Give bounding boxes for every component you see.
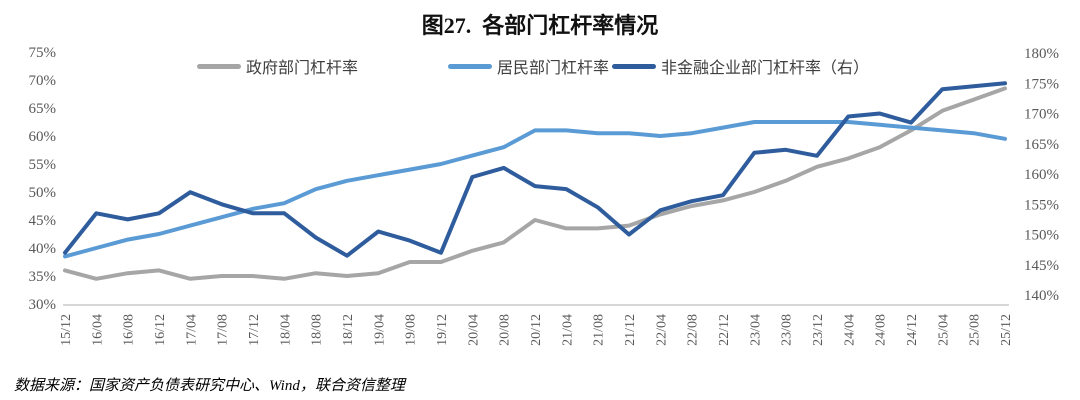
x-axis-tick: 16/12	[153, 314, 168, 346]
x-axis-tick: 22/12	[717, 314, 732, 346]
y-axis-right-tick: 170%	[1024, 107, 1059, 123]
x-axis-tick: 19/12	[435, 314, 450, 346]
y-axis-right-tick: 160%	[1024, 167, 1059, 183]
x-axis-tick: 17/08	[216, 314, 231, 346]
x-axis-tick: 18/12	[341, 314, 356, 346]
x-axis-tick: 25/08	[968, 314, 983, 346]
x-axis-tick: 23/12	[811, 314, 826, 346]
legend-swatch-household	[448, 63, 492, 69]
x-axis-tick: 19/04	[372, 314, 387, 346]
legend-swatch-government	[197, 63, 241, 69]
x-axis-tick: 18/08	[310, 314, 325, 346]
legend-label-household: 居民部门杠杆率	[497, 60, 610, 77]
y-axis-right-tick: 140%	[1024, 288, 1059, 304]
y-axis-left-tick: 50%	[29, 185, 57, 201]
series-line-nfc	[63, 81, 1007, 258]
series-line-household	[63, 120, 1007, 259]
y-axis-left-tick: 30%	[29, 297, 57, 313]
x-axis-tick: 16/08	[122, 314, 137, 346]
y-axis-left-tick: 60%	[29, 129, 57, 145]
y-axis-left-tick: 75%	[29, 45, 57, 61]
legend-label-nfc: 非金融企业部门杠杆率（右）	[661, 60, 870, 77]
x-axis-tick: 22/04	[654, 314, 669, 346]
y-axis-left-tick: 70%	[29, 73, 57, 89]
y-axis-left-tick: 45%	[29, 213, 57, 229]
x-axis-tick: 24/04	[842, 314, 857, 346]
y-axis-right-tick: 150%	[1024, 228, 1059, 244]
y-axis-left-tick: 35%	[29, 269, 57, 285]
legend-swatch-nfc	[612, 63, 656, 69]
line-chart-plot: 75% 70% 65% 60% 55% 50% 45% 40% 35% 30% 180% 175% 17…	[29, 45, 1060, 346]
x-axis-tick: 20/04	[466, 314, 481, 346]
chart-title: 图27. 各部门杠杆率情况	[421, 13, 659, 38]
x-axis-tick: 17/04	[184, 314, 199, 346]
x-axis-tick: 24/12	[905, 314, 920, 346]
y-axis-right-tick: 175%	[1024, 76, 1059, 92]
x-axis-tick: 23/08	[780, 314, 795, 346]
x-axis-tick: 23/04	[748, 314, 763, 346]
x-axis-tick: 21/12	[623, 314, 638, 346]
x-axis-tick: 20/12	[529, 314, 544, 346]
y-axis-left-tick: 55%	[29, 157, 57, 173]
x-axis-tick: 22/08	[686, 314, 701, 346]
x-axis-tick: 18/04	[278, 314, 293, 346]
legend-label-government: 政府部门杠杆率	[246, 60, 359, 77]
y-axis-left-tick: 65%	[29, 101, 57, 117]
legend: 政府部门杠杆率 居民部门杠杆率 非金融企业部门杠杆率（右）	[0, 56, 1080, 77]
x-axis-tick: 25/12	[999, 314, 1014, 346]
y-axis-right-tick: 145%	[1024, 258, 1059, 274]
series-line-government	[63, 86, 1007, 281]
x-axis-tick: 25/04	[936, 314, 951, 346]
x-axis-tick: 21/04	[560, 314, 575, 346]
y-axis-right-tick: 155%	[1024, 197, 1059, 213]
legend-item-nfc: 非金融企业部门杠杆率（右）	[612, 56, 870, 77]
source-note: 数据来源：国家资产负债表研究中心、Wind，联合资信整理	[14, 378, 405, 394]
y-axis-right-tick: 180%	[1024, 46, 1059, 62]
x-axis-tick: 21/08	[592, 314, 607, 346]
x-axis-tick: 20/08	[498, 314, 513, 346]
legend-item-household: 居民部门杠杆率	[448, 56, 610, 77]
x-axis-tick: 19/08	[404, 314, 419, 346]
x-axis-tick: 17/12	[247, 314, 262, 346]
x-axis-tick: 24/08	[874, 314, 889, 346]
x-axis-tick: 15/12	[59, 314, 74, 346]
legend-item-government: 政府部门杠杆率	[197, 56, 359, 77]
x-axis-tick: 16/04	[90, 314, 105, 346]
y-axis-right-tick: 165%	[1024, 137, 1059, 153]
y-axis-left-tick: 40%	[29, 241, 57, 257]
